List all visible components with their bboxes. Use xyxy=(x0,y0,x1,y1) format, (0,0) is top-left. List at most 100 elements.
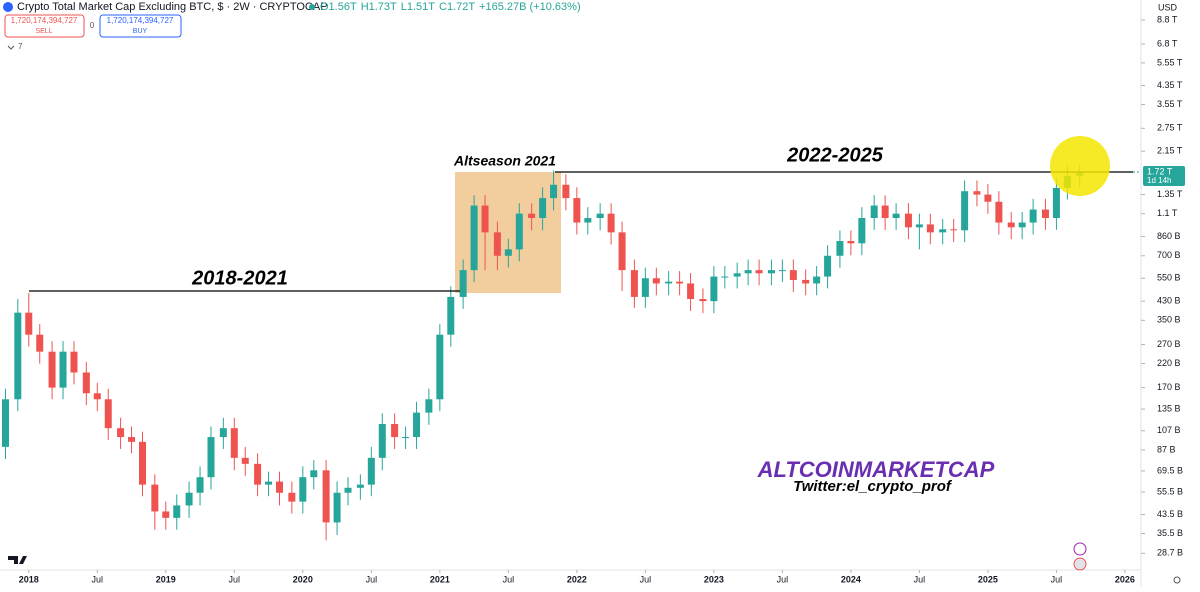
candle-body xyxy=(652,278,660,284)
x-tick-label: 2021 xyxy=(430,574,450,584)
y-tick-label: 3.55 T xyxy=(1157,99,1183,109)
y-tick-label: 135 B xyxy=(1157,403,1181,413)
candle-body xyxy=(436,334,444,400)
candle-body xyxy=(288,492,296,502)
market-status xyxy=(309,4,315,10)
y-tick-label: 55.5 B xyxy=(1157,486,1183,496)
symbol-icon xyxy=(3,2,13,12)
candle-body xyxy=(961,191,969,231)
candle-body xyxy=(254,463,262,485)
x-tick-label: 2023 xyxy=(704,574,724,584)
countdown: 1d 14h xyxy=(1147,176,1171,185)
annotation: Altseason 2021 xyxy=(453,153,556,169)
ohlc-value: H1.73T xyxy=(361,1,397,13)
collapse-icon[interactable] xyxy=(7,45,15,50)
y-tick-label: 6.8 T xyxy=(1157,38,1178,48)
settings-icon[interactable] xyxy=(1173,576,1181,584)
candle-body xyxy=(402,437,410,439)
annotation: 2022-2025 xyxy=(786,144,884,166)
candle-body xyxy=(265,481,273,485)
x-tick-label: Jul xyxy=(1051,574,1063,584)
indicator-count: 7 xyxy=(18,42,23,51)
candle-body xyxy=(241,457,249,464)
ohlc-value: +165.27B (+10.63%) xyxy=(479,1,581,13)
candles xyxy=(1,165,1084,541)
y-tick-label: 1.35 T xyxy=(1157,189,1183,199)
buy-button[interactable] xyxy=(99,14,182,38)
candle-body xyxy=(459,270,467,297)
watermark: ALTCOINMARKETCAP xyxy=(757,457,995,482)
candle-body xyxy=(139,441,146,485)
candle-body xyxy=(425,399,433,413)
candle-body xyxy=(847,241,855,244)
candle-body xyxy=(528,213,536,218)
x-tick-label: 2018 xyxy=(19,574,39,584)
candle-body xyxy=(1007,222,1015,228)
candle-body xyxy=(915,224,923,228)
candle-body xyxy=(173,505,181,518)
candle-body xyxy=(767,270,775,274)
candle-body xyxy=(310,470,318,478)
x-tick-label: Jul xyxy=(914,574,926,584)
sell-price: 1,720,174,394,727 xyxy=(11,16,78,25)
buy-label: BUY xyxy=(133,28,148,35)
candle-body xyxy=(367,457,375,485)
candle-body xyxy=(755,270,763,274)
highlight-circle xyxy=(1050,136,1110,196)
candle-body xyxy=(322,470,330,523)
events-icon xyxy=(1073,542,1087,556)
spread: 0 xyxy=(90,21,95,30)
candle-body xyxy=(299,477,307,502)
x-tick-label: 2020 xyxy=(293,574,313,584)
candle-body xyxy=(699,299,707,302)
y-tick-label: 550 B xyxy=(1157,273,1181,283)
x-tick-label: Jul xyxy=(366,574,378,584)
events-icon xyxy=(1073,557,1087,571)
x-tick-label: Jul xyxy=(92,574,104,584)
y-tick-label: 430 B xyxy=(1157,296,1181,306)
candle-body xyxy=(1041,209,1049,218)
candle-body xyxy=(185,492,193,506)
y-tick-label: 350 B xyxy=(1157,315,1181,325)
candle-body xyxy=(333,492,341,523)
candle-body xyxy=(733,273,741,277)
sell-button[interactable] xyxy=(4,14,85,38)
candle-body xyxy=(641,278,649,297)
x-tick-label: 2022 xyxy=(567,574,587,584)
candle-body xyxy=(1029,209,1037,223)
candle-body xyxy=(48,351,56,388)
ohlc-value: O1.56T xyxy=(320,1,357,13)
candle-body xyxy=(344,487,352,493)
candle-body xyxy=(824,255,832,277)
candle-body xyxy=(59,351,67,388)
candle-body xyxy=(356,484,364,488)
candle-body xyxy=(550,184,558,199)
x-tick-label: Jul xyxy=(640,574,652,584)
sell-label: SELL xyxy=(35,28,52,35)
candle-body xyxy=(904,213,912,228)
x-tick-label: 2019 xyxy=(156,574,176,584)
candle-body xyxy=(25,312,33,335)
candle-body xyxy=(481,205,489,233)
candle-body xyxy=(984,194,992,202)
candle-body xyxy=(470,205,478,271)
last-price-box xyxy=(1143,166,1185,187)
ohlc-value: L1.51T xyxy=(401,1,436,13)
candle-body xyxy=(939,229,947,233)
y-tick-label: 270 B xyxy=(1157,339,1181,349)
candle-body xyxy=(744,270,752,274)
candle-body xyxy=(710,276,718,302)
ohlc-legend: O1.56T H1.73T L1.51T C1.72T +165.27B (+10.63… xyxy=(320,1,581,13)
candle-body xyxy=(1018,222,1026,228)
candle-body xyxy=(870,205,878,218)
candle-body xyxy=(1052,187,1060,218)
candle-body xyxy=(926,224,934,233)
candle-body xyxy=(196,477,204,493)
candle-body xyxy=(151,484,159,512)
x-tick-label: 2024 xyxy=(841,574,861,584)
candle-body xyxy=(93,393,101,400)
candle-body xyxy=(836,241,844,256)
candle-body xyxy=(378,424,386,458)
chart-title: Crypto Total Market Cap Excluding BTC, $… xyxy=(17,1,328,13)
